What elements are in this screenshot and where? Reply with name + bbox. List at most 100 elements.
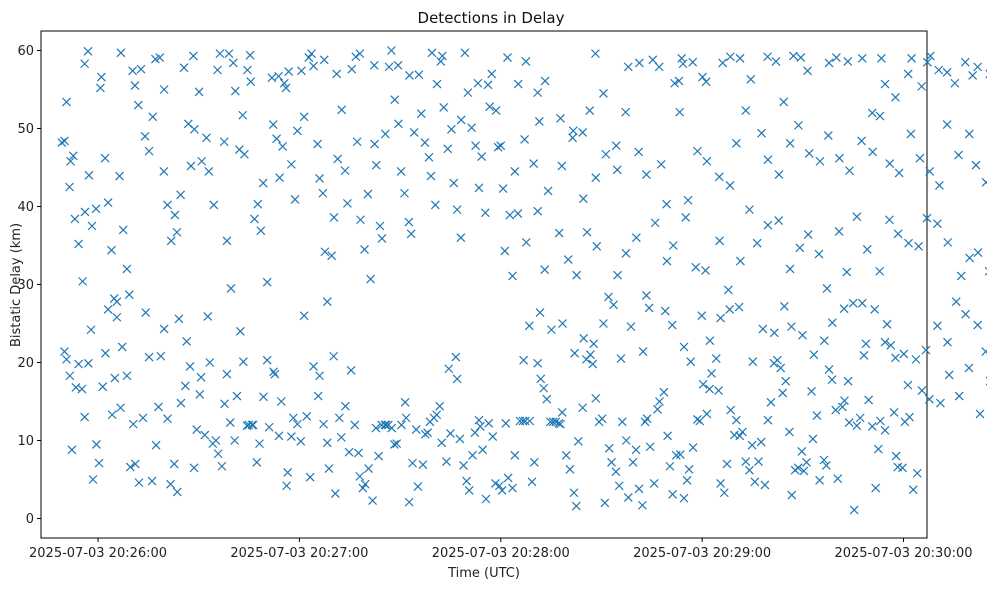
data-point bbox=[785, 264, 795, 274]
data-point bbox=[74, 239, 84, 249]
data-point bbox=[763, 155, 773, 165]
data-point bbox=[748, 357, 758, 367]
data-point bbox=[505, 210, 515, 220]
data-point bbox=[771, 56, 781, 66]
data-point bbox=[133, 100, 143, 110]
data-point bbox=[405, 71, 414, 80]
data-point bbox=[363, 189, 373, 199]
data-point bbox=[315, 371, 324, 381]
data-point bbox=[386, 46, 396, 55]
data-point bbox=[313, 391, 323, 401]
data-point bbox=[616, 354, 626, 364]
data-point bbox=[617, 417, 627, 427]
data-point bbox=[424, 152, 434, 162]
data-point bbox=[578, 194, 588, 204]
y-tick-label: 10 bbox=[17, 434, 34, 449]
data-point bbox=[867, 108, 877, 118]
data-point bbox=[297, 66, 306, 76]
data-point bbox=[548, 417, 558, 427]
data-point bbox=[96, 72, 106, 82]
data-point bbox=[186, 161, 196, 171]
data-point bbox=[763, 52, 773, 62]
data-point bbox=[631, 233, 641, 243]
data-point bbox=[867, 422, 877, 431]
data-point bbox=[441, 457, 451, 466]
data-point bbox=[460, 48, 470, 58]
data-point bbox=[163, 200, 172, 210]
data-point bbox=[355, 49, 365, 59]
data-point bbox=[908, 485, 918, 495]
data-point bbox=[642, 170, 651, 179]
data-point bbox=[796, 53, 806, 62]
data-point bbox=[334, 413, 344, 423]
data-point bbox=[444, 364, 454, 374]
data-point bbox=[115, 171, 124, 181]
data-point bbox=[705, 384, 714, 394]
data-point bbox=[107, 410, 117, 420]
data-point bbox=[943, 337, 952, 347]
data-point bbox=[827, 375, 837, 385]
data-point bbox=[737, 427, 747, 437]
data-point bbox=[588, 359, 598, 369]
data-point bbox=[519, 355, 529, 365]
data-point bbox=[57, 138, 67, 147]
data-point bbox=[182, 337, 192, 346]
data-point bbox=[401, 413, 411, 423]
data-point bbox=[960, 57, 970, 67]
data-point bbox=[284, 67, 294, 76]
data-point bbox=[435, 401, 445, 411]
data-point bbox=[785, 138, 795, 148]
data-point bbox=[763, 220, 773, 230]
data-point bbox=[253, 199, 263, 209]
data-point bbox=[714, 386, 724, 396]
data-point bbox=[591, 173, 601, 183]
data-point bbox=[741, 106, 751, 115]
x-axis-label: Time (UTC) bbox=[447, 566, 520, 581]
data-point bbox=[925, 166, 935, 176]
data-point bbox=[719, 488, 729, 498]
data-point bbox=[467, 123, 477, 133]
data-point bbox=[204, 166, 214, 176]
data-point bbox=[701, 77, 711, 87]
data-point bbox=[371, 160, 381, 170]
data-point bbox=[731, 415, 741, 425]
data-point bbox=[912, 468, 922, 478]
data-point bbox=[170, 210, 180, 220]
data-point bbox=[693, 146, 702, 156]
data-point bbox=[330, 489, 340, 498]
data-point bbox=[668, 241, 678, 250]
data-point bbox=[675, 107, 685, 117]
data-point bbox=[493, 142, 503, 152]
data-point bbox=[536, 374, 546, 384]
data-point bbox=[292, 419, 302, 429]
data-point bbox=[683, 195, 693, 205]
data-point bbox=[118, 225, 128, 235]
x-tick-label: 2025-07-03 20:26:00 bbox=[29, 546, 167, 561]
data-point bbox=[232, 391, 242, 401]
x-tick-label: 2025-07-03 20:29:00 bbox=[633, 546, 771, 561]
data-point bbox=[125, 462, 135, 472]
data-point bbox=[309, 61, 318, 71]
data-point bbox=[437, 51, 447, 61]
data-point bbox=[485, 102, 495, 112]
data-point bbox=[396, 166, 406, 176]
data-point bbox=[172, 487, 182, 497]
data-point bbox=[462, 476, 471, 486]
data-point bbox=[845, 166, 854, 176]
data-point bbox=[599, 88, 608, 98]
data-point bbox=[355, 471, 365, 481]
data-point bbox=[252, 457, 262, 467]
data-point bbox=[973, 62, 983, 72]
data-point bbox=[83, 358, 93, 368]
data-point bbox=[554, 418, 564, 428]
data-point bbox=[309, 361, 318, 371]
data-point bbox=[299, 311, 309, 321]
data-point bbox=[180, 381, 190, 391]
y-tick-label: 0 bbox=[26, 512, 34, 527]
data-point bbox=[614, 481, 624, 491]
data-point bbox=[242, 65, 252, 75]
data-point bbox=[413, 482, 423, 491]
data-point bbox=[638, 347, 648, 357]
data-point bbox=[290, 195, 300, 204]
data-point bbox=[533, 88, 543, 98]
